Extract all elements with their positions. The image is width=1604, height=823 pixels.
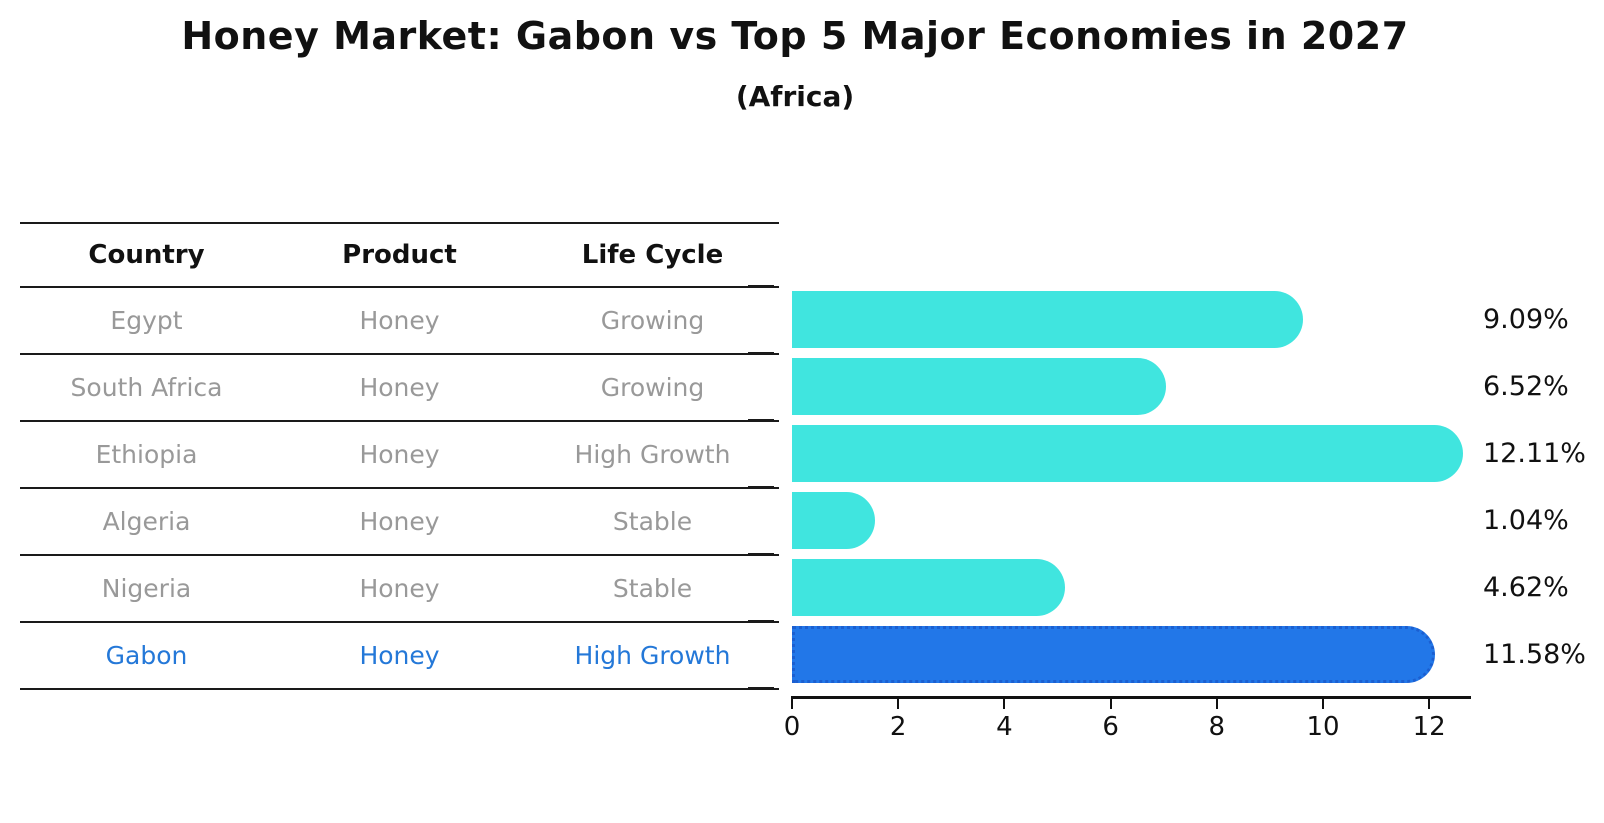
table-row: South Africa Honey Growing (20, 355, 779, 422)
country-cell: South Africa (70, 373, 223, 402)
x-axis-tick-label: 6 (1102, 712, 1119, 742)
bar-south-africa (792, 358, 1166, 415)
x-axis-tick (1428, 699, 1431, 709)
life-cycle-cell: Stable (612, 507, 693, 536)
x-axis-tick-label: 4 (996, 712, 1013, 742)
country-cell: Algeria (102, 507, 191, 536)
x-axis-tick (791, 699, 793, 709)
product-cell: Honey (359, 440, 440, 469)
bar-nigeria (792, 559, 1065, 616)
life-cycle-cell: High Growth (574, 641, 731, 670)
table-row: Gabon Honey High Growth (20, 623, 779, 690)
bar-value-label: 1.04% (1483, 505, 1569, 536)
y-axis-tick (748, 486, 774, 488)
table-row: Ethiopia Honey High Growth (20, 422, 779, 489)
x-axis-tick-label: 0 (783, 712, 801, 742)
y-axis-tick (748, 620, 774, 622)
x-axis-tick (1322, 699, 1324, 709)
y-axis-tick (748, 687, 774, 689)
country-table: Country Product Life Cycle Egypt Honey Growi… (20, 222, 779, 690)
y-axis-tick (748, 285, 774, 287)
bar-value-label: 6.52% (1483, 371, 1569, 402)
product-cell: Honey (359, 574, 440, 603)
table-row: Algeria Honey Stable (20, 489, 779, 556)
life-cycle-cell: Growing (600, 373, 705, 402)
bar-value-label: 9.09% (1483, 304, 1569, 335)
x-axis-tick (1215, 699, 1218, 709)
bar-egypt (792, 291, 1303, 348)
chart-subtitle: (Africa) (735, 80, 855, 113)
table-row: Nigeria Honey Stable (20, 556, 779, 623)
y-axis-tick (748, 553, 774, 555)
x-axis-tick (1003, 699, 1006, 709)
bar-gabon (792, 626, 1435, 683)
life-cycle-cell: Stable (612, 574, 693, 603)
y-axis-tick (748, 419, 774, 421)
life-cycle-cell: High Growth (574, 440, 731, 469)
bar-value-label: 12.11% (1483, 438, 1586, 469)
bar-ethiopia (792, 425, 1463, 482)
table-row: Egypt Honey Growing (20, 288, 779, 355)
x-axis-tick-label: 2 (889, 712, 907, 742)
bar-value-label: 11.58% (1483, 639, 1586, 670)
product-cell: Honey (359, 306, 440, 335)
table-header-cell: Life Cycle (581, 240, 724, 270)
table-header-cell: Product (342, 240, 457, 270)
chart-title: Honey Market: Gabon vs Top 5 Major Econo… (181, 14, 1409, 58)
x-axis-tick (897, 699, 900, 709)
x-axis-tick (1109, 699, 1112, 709)
x-axis-tick-label: 8 (1208, 712, 1226, 742)
product-cell: Honey (359, 373, 440, 402)
bar-value-label: 4.62% (1483, 572, 1569, 603)
country-cell: Gabon (105, 641, 188, 670)
country-cell: Nigeria (101, 574, 192, 603)
life-cycle-cell: Growing (600, 306, 705, 335)
x-axis-tick-label: 10 (1306, 712, 1340, 742)
x-axis-line (791, 696, 1471, 699)
table-body: Egypt Honey Growing South Africa Honey Growin… (20, 288, 779, 690)
bar-algeria (792, 492, 875, 549)
product-cell: Honey (359, 507, 440, 536)
country-cell: Egypt (110, 306, 183, 335)
product-cell: Honey (359, 641, 440, 670)
y-axis-tick (748, 352, 774, 354)
country-cell: Ethiopia (95, 440, 198, 469)
table-header-row: Country Product Life Cycle (20, 222, 779, 288)
table-header-cell: Country (88, 240, 205, 270)
x-axis-tick-label: 12 (1412, 712, 1446, 742)
